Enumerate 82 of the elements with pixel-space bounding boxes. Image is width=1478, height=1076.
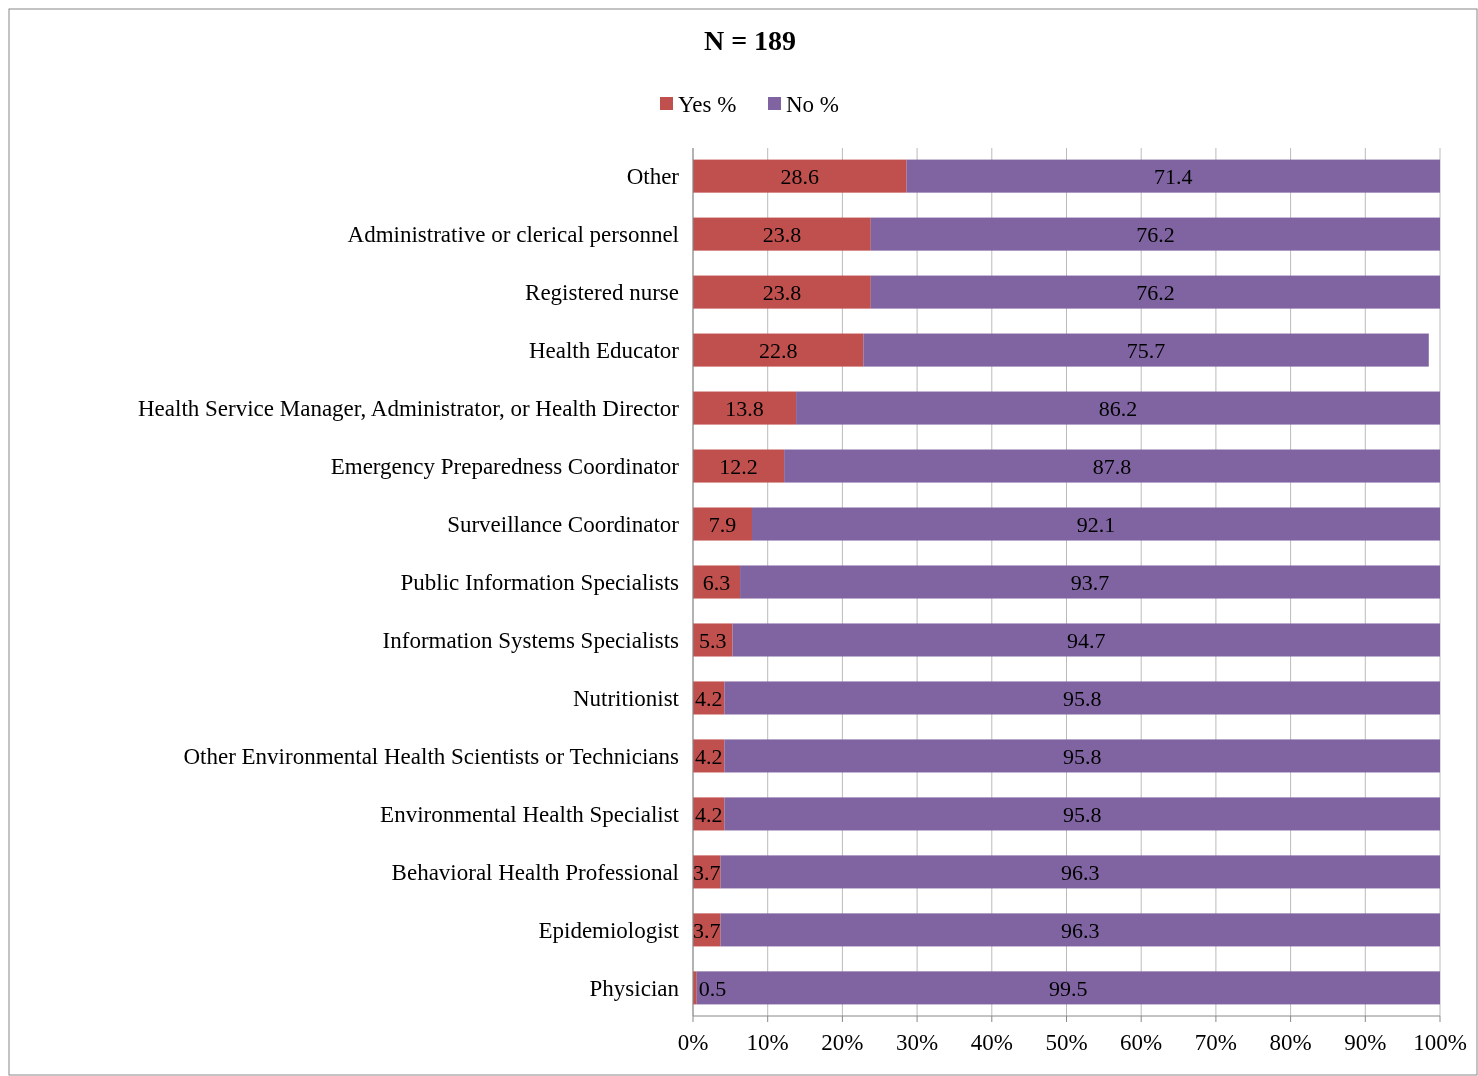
data-label: 22.8 [758, 337, 798, 363]
data-label: 94.7 [1067, 627, 1106, 653]
y-tick-label: Information Systems Specialists [382, 628, 680, 654]
data-label: 76.2 [1136, 279, 1175, 305]
bar [693, 449, 785, 483]
data-label: 6.3 [702, 569, 731, 595]
x-tick-label: 70% [1194, 1030, 1237, 1055]
bar [693, 217, 871, 251]
data-label: 87.8 [1092, 453, 1132, 479]
data-label: 4.2 [694, 685, 723, 711]
data-label: 93.7 [1070, 569, 1110, 595]
bar [724, 739, 1440, 773]
x-tick-label: 20% [821, 1030, 864, 1055]
bar [906, 159, 1440, 193]
x-tick-label: 80% [1269, 1030, 1312, 1055]
y-tick-label: Emergency Preparedness Coordinator [330, 454, 680, 480]
data-label: 4.2 [694, 801, 723, 827]
bar [870, 275, 1440, 309]
bar [752, 507, 1440, 541]
data-label: 7.9 [708, 511, 737, 537]
data-label: 96.3 [1061, 859, 1100, 885]
bar [693, 507, 753, 541]
y-tick-label: Behavioral Health Professional [391, 859, 679, 885]
data-label: 76.2 [1136, 221, 1175, 247]
y-tick-label: Other Environmental Health Scientists or Technicians [183, 744, 680, 769]
y-tick-label: Nutritionist [572, 686, 680, 712]
x-tick-label: 60% [1120, 1030, 1163, 1055]
bar [693, 333, 864, 367]
data-label: 23.8 [762, 221, 802, 247]
bar [724, 681, 1440, 715]
data-label: 23.8 [762, 279, 802, 305]
bar [720, 913, 1440, 947]
bar [724, 797, 1440, 831]
y-tick-label: Epidemiologist [538, 917, 680, 943]
data-label: 95.8 [1062, 743, 1102, 769]
bar [784, 449, 1440, 483]
bar [693, 391, 797, 425]
data-label: 75.7 [1126, 337, 1166, 363]
x-tick-label: 10% [746, 1030, 789, 1055]
y-tick-label: Other [626, 164, 680, 190]
data-label: 86.2 [1098, 395, 1138, 421]
bar [696, 971, 1440, 1005]
x-tick-label: 30% [896, 1030, 939, 1055]
y-tick-label: Administrative or clerical personnel [347, 222, 679, 248]
bar [693, 275, 871, 309]
bar [720, 855, 1440, 889]
data-label: 28.6 [780, 163, 820, 189]
x-tick-label: 0% [677, 1030, 709, 1055]
data-label: 12.2 [719, 453, 758, 479]
bar [863, 333, 1429, 367]
x-tick-label: 90% [1344, 1030, 1387, 1055]
chart-title: N = 189 [703, 25, 797, 56]
y-tick-label: Health Educator [528, 338, 680, 364]
bar [796, 391, 1440, 425]
data-label: 71.4 [1154, 163, 1193, 189]
data-label: 99.5 [1049, 975, 1088, 1001]
x-tick-label: 40% [970, 1030, 1013, 1055]
bar [732, 623, 1440, 657]
x-tick-label: 100% [1413, 1030, 1467, 1055]
data-label: 95.8 [1062, 685, 1102, 711]
y-tick-label: Surveillance Coordinator [447, 512, 680, 538]
legend-label: Yes % [678, 92, 737, 118]
bar [870, 217, 1440, 251]
data-label: 96.3 [1061, 917, 1100, 943]
data-label: 92.1 [1076, 511, 1116, 537]
x-tick-label: 50% [1045, 1030, 1088, 1055]
bar [740, 565, 1440, 599]
y-tick-label: Public Information Specialists [400, 570, 680, 596]
data-label: 95.8 [1062, 801, 1102, 827]
data-label: 5.3 [699, 627, 727, 653]
legend-label: No % [786, 92, 840, 118]
data-label: 4.2 [694, 743, 723, 769]
data-label: 3.7 [693, 917, 721, 943]
bar [693, 159, 907, 193]
y-tick-label: Health Service Manager, Administrator, or Health Director [137, 396, 680, 422]
data-label: 0.5 [698, 975, 727, 1001]
data-label: 13.8 [725, 395, 764, 421]
bar [693, 565, 741, 599]
y-tick-label: Physician [589, 975, 680, 1001]
y-tick-label: Registered nurse [525, 280, 679, 306]
data-label: 3.7 [693, 859, 721, 885]
y-tick-label: Environmental Health Specialist [380, 801, 680, 827]
